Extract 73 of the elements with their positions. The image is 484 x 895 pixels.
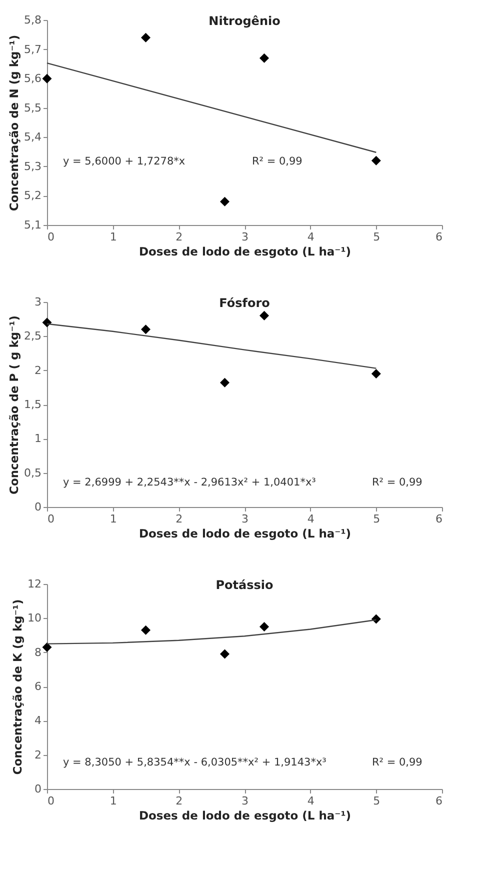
annotation: y = 5,6000 + 1,7278*x	[63, 155, 186, 168]
y-tick-label: 0,5	[24, 466, 42, 480]
x-tick-label: 0	[48, 230, 54, 244]
x-tick-label: 4	[307, 230, 314, 244]
x-tick-label: 0	[48, 512, 54, 526]
y-tick-label: 0	[34, 782, 42, 796]
point	[260, 622, 269, 632]
annotation: R² = 0,99	[252, 155, 302, 168]
chart-title: Nitrogênio	[208, 14, 280, 28]
x-tick-label: 2	[176, 230, 183, 244]
y-tick-label: 5,8	[24, 14, 42, 26]
point	[141, 324, 150, 334]
annotation: R² = 0,99	[372, 756, 422, 768]
point	[260, 310, 269, 320]
y-tick-label: 1,5	[24, 398, 42, 411]
x-tick-label: 5	[373, 794, 380, 808]
y-tick-label: 1	[34, 432, 42, 446]
y-tick-label: 5,3	[24, 160, 42, 173]
x-tick-label: 2	[176, 794, 183, 808]
chart-title: Potássio	[216, 578, 274, 592]
annotation: y = 2,6999 + 2,2543**x - 2,9613x² + 1,0401*x³	[63, 476, 316, 488]
point	[371, 369, 381, 378]
y-tick-label: 5,5	[24, 101, 42, 114]
y-tick-label: 6	[34, 680, 42, 693]
point	[42, 74, 52, 84]
point	[220, 649, 230, 659]
point	[141, 625, 150, 635]
y-axis-title: Concentração de K (g kg⁻¹)	[10, 599, 25, 775]
annotation: y = 8,3050 + 5,8354**x - 6,0305**x² + 1,9143*x³	[63, 756, 326, 768]
x-axis-title: Doses de lodo de esgoto (L ha⁻¹)	[138, 526, 352, 540]
point	[220, 196, 230, 206]
y-tick-label: 5,1	[24, 218, 42, 232]
y-axis-title: Concentração de P ( g kg⁻¹)	[7, 316, 22, 494]
x-axis-title: Doses de lodo de esgoto (L ha⁻¹)	[138, 808, 352, 822]
x-tick-label: 4	[307, 512, 314, 526]
x-tick-label: 3	[242, 512, 248, 526]
y-axis-title: Concentração de N (g kg⁻¹)	[7, 34, 22, 212]
y-tick-label: 4	[34, 714, 42, 728]
x-tick-label: 3	[242, 230, 248, 244]
x-axis-title: Doses de lodo de esgoto (L ha⁻¹)	[138, 244, 352, 258]
x-tick-label: 2	[176, 512, 183, 526]
x-tick-label: 1	[110, 512, 117, 526]
y-tick-label: 12	[28, 578, 42, 590]
point	[260, 53, 269, 63]
chart-title: Fósforo	[219, 296, 270, 310]
y-tick-label: 3	[34, 296, 42, 308]
x-tick-label: 6	[436, 230, 442, 244]
point	[42, 642, 52, 652]
point	[141, 32, 150, 42]
point	[371, 156, 381, 166]
x-tick-label: 3	[242, 794, 248, 808]
point	[371, 614, 381, 624]
x-tick-label: 6	[436, 512, 442, 526]
point	[220, 378, 230, 388]
y-tick-label: 2,5	[24, 330, 42, 343]
y-tick-label: 5,7	[24, 42, 42, 56]
y-tick-label: 2	[34, 748, 42, 762]
y-tick-label: 0	[34, 500, 42, 514]
x-tick-label: 6	[436, 794, 442, 808]
y-tick-label: 5,4	[24, 130, 42, 144]
point	[42, 318, 52, 328]
x-tick-label: 1	[110, 794, 117, 808]
x-tick-label: 5	[373, 230, 380, 244]
x-tick-label: 5	[373, 512, 380, 526]
x-tick-label: 0	[48, 794, 54, 808]
x-tick-label: 1	[110, 230, 117, 244]
y-tick-label: 8	[34, 646, 42, 659]
y-tick-label: 5,2	[24, 189, 42, 202]
y-tick-label: 10	[28, 612, 42, 625]
y-tick-label: 5,6	[24, 72, 42, 86]
annotation: R² = 0,99	[372, 476, 422, 488]
x-tick-label: 4	[307, 794, 314, 808]
y-tick-label: 2	[34, 364, 42, 377]
